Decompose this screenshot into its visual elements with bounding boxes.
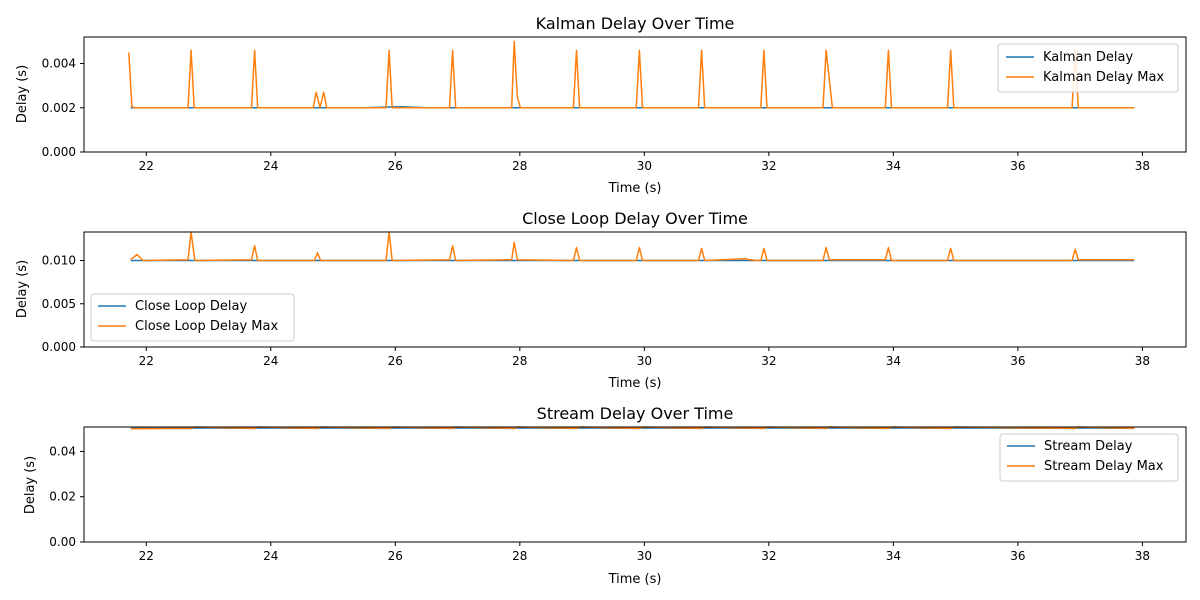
- x-tick-label: 32: [761, 549, 776, 563]
- legend-box: [90, 293, 295, 342]
- legend-label-stream-delay: Stream Delay: [1044, 439, 1133, 454]
- x-tick-label: 26: [388, 159, 403, 173]
- y-axis-label: Delay (s): [23, 456, 38, 514]
- x-axis-label: Time (s): [608, 572, 662, 587]
- y-tick-label: 0.000: [42, 145, 76, 159]
- x-tick-label: 30: [637, 159, 652, 173]
- x-tick-label: 38: [1135, 159, 1150, 173]
- subplot-stream-delay: Stream Delay Over Time Time (s) Delay (s…: [23, 404, 1187, 587]
- y-axis-label: Delay (s): [15, 260, 30, 318]
- chart-title: Kalman Delay Over Time: [536, 14, 735, 33]
- legend-label-stream-delay-max: Stream Delay Max: [1044, 459, 1164, 474]
- x-tick-label: 36: [1010, 549, 1025, 563]
- y-axis-label: Delay (s): [15, 65, 30, 123]
- legend-label-close-loop-delay-max: Close Loop Delay Max: [135, 319, 278, 334]
- series-line-kalman-delay-max: [128, 40, 1135, 109]
- y-tick-label: 0.000: [42, 340, 76, 354]
- x-tick-label: 36: [1010, 159, 1025, 173]
- plot-frame: [83, 231, 1187, 348]
- x-tick-label: 32: [761, 354, 776, 368]
- legend-label-kalman-delay: Kalman Delay: [1043, 50, 1133, 65]
- x-tick-label: 26: [388, 549, 403, 563]
- x-tick-label: 36: [1010, 354, 1025, 368]
- x-tick-label: 32: [761, 159, 776, 173]
- y-tick-label: 0.04: [49, 444, 76, 458]
- legend-box: [997, 43, 1179, 93]
- subplot-kalman-delay: Kalman Delay Over Time Time (s) Delay (s…: [15, 14, 1187, 196]
- x-tick-label: 34: [886, 354, 901, 368]
- chart-title: Close Loop Delay Over Time: [522, 209, 748, 228]
- x-axis-label: Time (s): [608, 181, 662, 196]
- x-tick-label: 22: [139, 354, 154, 368]
- x-axis-label: Time (s): [608, 376, 662, 391]
- subplot-close-loop-delay: Close Loop Delay Over Time Time (s) Dela…: [15, 209, 1187, 391]
- x-tick-label: 34: [886, 159, 901, 173]
- x-tick-label: 26: [388, 354, 403, 368]
- y-tick-label: 0.004: [42, 57, 76, 71]
- legend-label-kalman-delay-max: Kalman Delay Max: [1043, 70, 1164, 85]
- legend: Stream Delay Stream Delay Max: [999, 433, 1179, 482]
- legend-box: [999, 433, 1179, 482]
- series-line-close-loop-delay-max: [130, 231, 1135, 262]
- chart-title: Stream Delay Over Time: [537, 404, 734, 423]
- x-tick-label: 22: [139, 549, 154, 563]
- legend: Close Loop Delay Close Loop Delay Max: [90, 293, 295, 342]
- plot-frame: [83, 426, 1187, 543]
- x-tick-label: 22: [139, 159, 154, 173]
- legend: Kalman Delay Kalman Delay Max: [997, 43, 1179, 93]
- x-tick-label: 34: [886, 549, 901, 563]
- x-tick-label: 30: [637, 549, 652, 563]
- x-tick-label: 30: [637, 354, 652, 368]
- y-tick-label: 0.002: [42, 101, 76, 115]
- y-tick-label: 0.010: [42, 254, 76, 268]
- x-tick-label: 24: [263, 159, 278, 173]
- x-tick-label: 24: [263, 549, 278, 563]
- x-tick-label: 24: [263, 354, 278, 368]
- y-tick-label: 0.005: [42, 297, 76, 311]
- y-tick-label: 0.02: [49, 490, 76, 504]
- x-tick-label: 28: [512, 354, 527, 368]
- x-tick-label: 28: [512, 549, 527, 563]
- x-tick-label: 28: [512, 159, 527, 173]
- y-tick-label: 0.00: [49, 535, 76, 549]
- x-tick-label: 38: [1135, 549, 1150, 563]
- x-tick-label: 38: [1135, 354, 1150, 368]
- plot-frame: [83, 36, 1187, 153]
- legend-label-close-loop-delay: Close Loop Delay: [135, 299, 247, 314]
